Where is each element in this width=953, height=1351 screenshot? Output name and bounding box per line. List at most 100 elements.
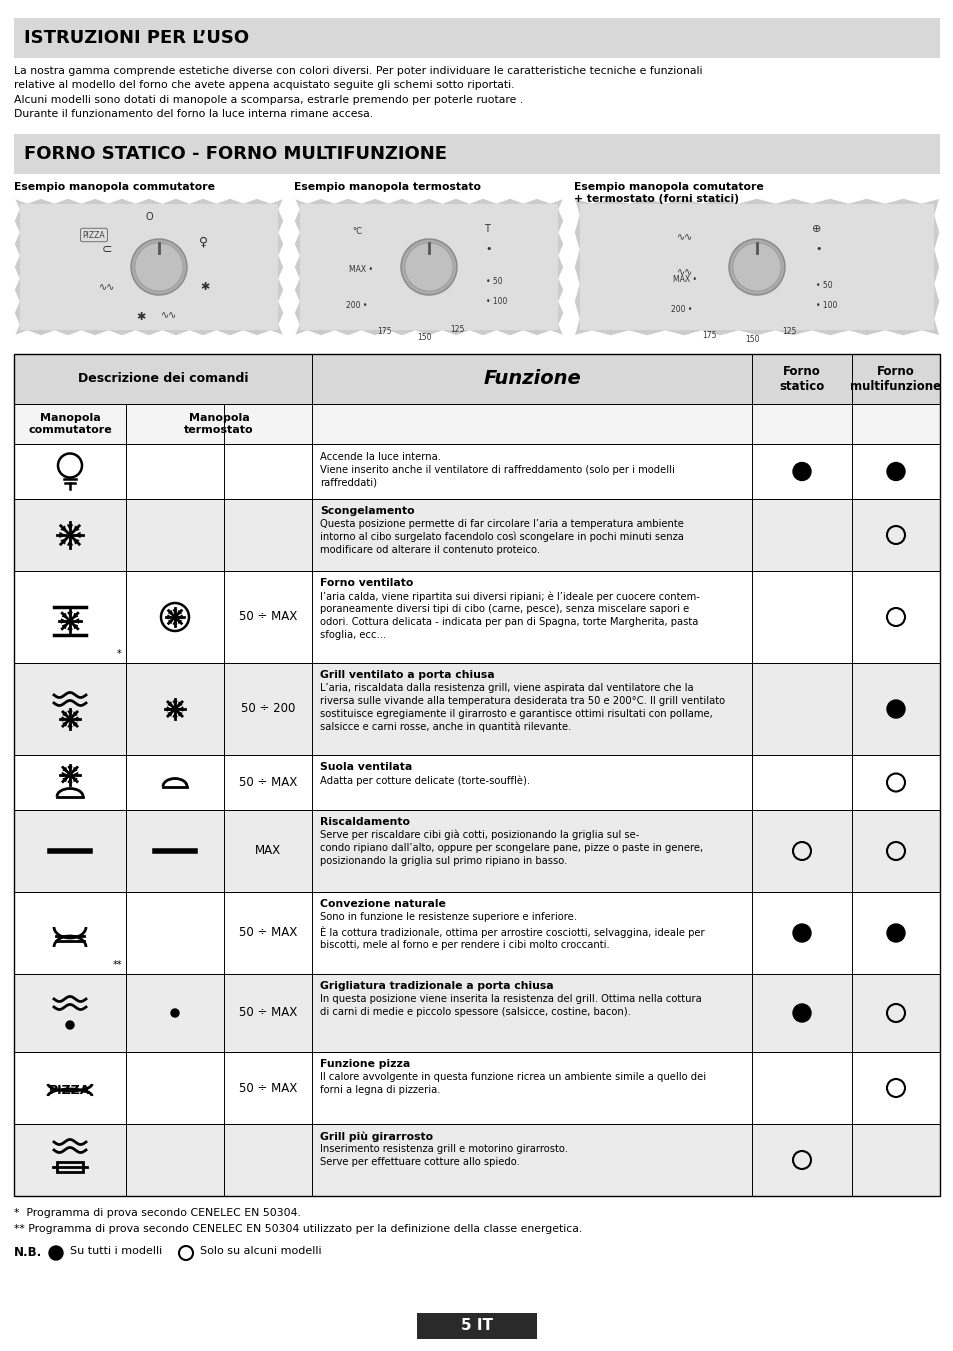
Polygon shape — [14, 313, 19, 336]
Bar — [14, 571, 939, 663]
Polygon shape — [558, 290, 563, 313]
Bar — [416, 1313, 537, 1339]
Circle shape — [400, 239, 456, 295]
Text: °C: °C — [352, 227, 361, 236]
Bar — [14, 1124, 939, 1196]
Bar — [14, 354, 939, 1196]
Polygon shape — [278, 313, 284, 336]
Text: Solo su alcuni modelli: Solo su alcuni modelli — [200, 1246, 321, 1256]
Polygon shape — [829, 331, 866, 336]
Text: *  Programma di prova secondo CENELEC EN 50304.: * Programma di prova secondo CENELEC EN … — [14, 1208, 300, 1219]
Polygon shape — [934, 267, 939, 301]
Text: l’aria calda, viene ripartita sui diversi ripiani; è l’ideale per cuocere contem: l’aria calda, viene ripartita sui divers… — [319, 590, 700, 640]
Text: • 50: • 50 — [485, 277, 502, 286]
Polygon shape — [68, 199, 95, 203]
Text: 50 ÷ MAX: 50 ÷ MAX — [238, 1082, 296, 1094]
Text: La nostra gamma comprende estetiche diverse con colori diversi. Per poter indivi: La nostra gamma comprende estetiche dive… — [14, 66, 701, 119]
Polygon shape — [294, 290, 298, 313]
Polygon shape — [14, 222, 19, 245]
Text: Forno ventilato: Forno ventilato — [319, 578, 413, 588]
Text: Grill più girarrosto: Grill più girarrosto — [319, 1131, 433, 1142]
Polygon shape — [230, 331, 256, 336]
Text: 200 •: 200 • — [346, 300, 367, 309]
Polygon shape — [230, 199, 256, 203]
Text: ⊕: ⊕ — [811, 224, 821, 234]
Text: ** Programma di prova secondo CENELEC EN 50304 utilizzato per la definizione del: ** Programma di prova secondo CENELEC EN… — [14, 1224, 581, 1233]
Text: **: ** — [112, 961, 122, 970]
Text: Funzione: Funzione — [482, 370, 580, 389]
Text: Esempio manopola termostato: Esempio manopola termostato — [294, 182, 480, 192]
Circle shape — [66, 1021, 74, 1029]
Text: ⊂: ⊂ — [102, 242, 112, 255]
Polygon shape — [558, 313, 563, 336]
Text: FORNO STATICO - FORNO MULTIFUNZIONE: FORNO STATICO - FORNO MULTIFUNZIONE — [24, 145, 447, 163]
Text: ♀: ♀ — [199, 235, 209, 249]
Polygon shape — [558, 199, 563, 222]
Text: O: O — [145, 212, 152, 222]
Polygon shape — [866, 199, 902, 203]
Circle shape — [886, 924, 904, 942]
Text: Su tutti i modelli: Su tutti i modelli — [70, 1246, 162, 1256]
Polygon shape — [429, 199, 456, 203]
Text: Esempio manopola comutatore
+ termostato (forni statici): Esempio manopola comutatore + termostato… — [574, 182, 763, 204]
Text: 200 •: 200 • — [671, 304, 692, 313]
Circle shape — [792, 924, 810, 942]
Text: 50 ÷ MAX: 50 ÷ MAX — [238, 611, 296, 624]
Polygon shape — [278, 222, 284, 245]
Circle shape — [171, 1009, 179, 1017]
Polygon shape — [720, 199, 757, 203]
Text: ∿∿: ∿∿ — [99, 282, 115, 292]
Polygon shape — [294, 331, 320, 336]
Polygon shape — [537, 199, 563, 203]
Bar — [14, 18, 939, 58]
Text: Grigliatura tradizionale a porta chiusa: Grigliatura tradizionale a porta chiusa — [319, 981, 553, 992]
Text: 50 ÷ 200: 50 ÷ 200 — [240, 703, 294, 716]
Polygon shape — [348, 331, 375, 336]
Text: 50 ÷ MAX: 50 ÷ MAX — [238, 1006, 296, 1020]
Polygon shape — [149, 199, 175, 203]
Polygon shape — [41, 199, 68, 203]
Polygon shape — [375, 199, 401, 203]
Polygon shape — [149, 331, 175, 336]
Polygon shape — [610, 331, 646, 336]
Bar — [294, 199, 563, 336]
Bar — [14, 404, 939, 444]
Polygon shape — [278, 245, 284, 267]
Polygon shape — [278, 199, 284, 222]
Text: ∿∿: ∿∿ — [677, 267, 693, 277]
Text: •: • — [485, 245, 492, 254]
Polygon shape — [720, 331, 757, 336]
Text: T: T — [483, 224, 490, 234]
Polygon shape — [574, 199, 610, 203]
Polygon shape — [175, 199, 203, 203]
Text: Riscaldamento: Riscaldamento — [319, 817, 410, 827]
Text: 175: 175 — [376, 327, 391, 336]
Polygon shape — [866, 331, 902, 336]
Bar — [14, 134, 939, 174]
Polygon shape — [256, 199, 284, 203]
Text: ✱: ✱ — [136, 312, 146, 322]
Text: *: * — [117, 648, 122, 659]
Polygon shape — [558, 245, 563, 267]
Bar — [574, 199, 939, 336]
Text: Adatta per cotture delicate (torte-soufflè).: Adatta per cotture delicate (torte-souff… — [319, 775, 530, 785]
Polygon shape — [294, 245, 298, 267]
Polygon shape — [14, 331, 41, 336]
Polygon shape — [203, 331, 230, 336]
Bar — [14, 663, 939, 755]
Polygon shape — [646, 199, 683, 203]
Polygon shape — [14, 245, 19, 267]
Bar — [299, 204, 558, 330]
Polygon shape — [320, 331, 348, 336]
Polygon shape — [558, 267, 563, 290]
Text: Grill ventilato a porta chiusa: Grill ventilato a porta chiusa — [319, 670, 494, 680]
Text: 50 ÷ MAX: 50 ÷ MAX — [238, 927, 296, 939]
Bar — [14, 811, 939, 892]
Bar — [14, 755, 939, 811]
Polygon shape — [375, 331, 401, 336]
Text: Manopola
commutatore: Manopola commutatore — [28, 413, 112, 435]
Polygon shape — [902, 199, 939, 203]
Text: 50 ÷ MAX: 50 ÷ MAX — [238, 775, 296, 789]
Text: Descrizione dei comandi: Descrizione dei comandi — [77, 373, 248, 385]
Polygon shape — [610, 199, 646, 203]
